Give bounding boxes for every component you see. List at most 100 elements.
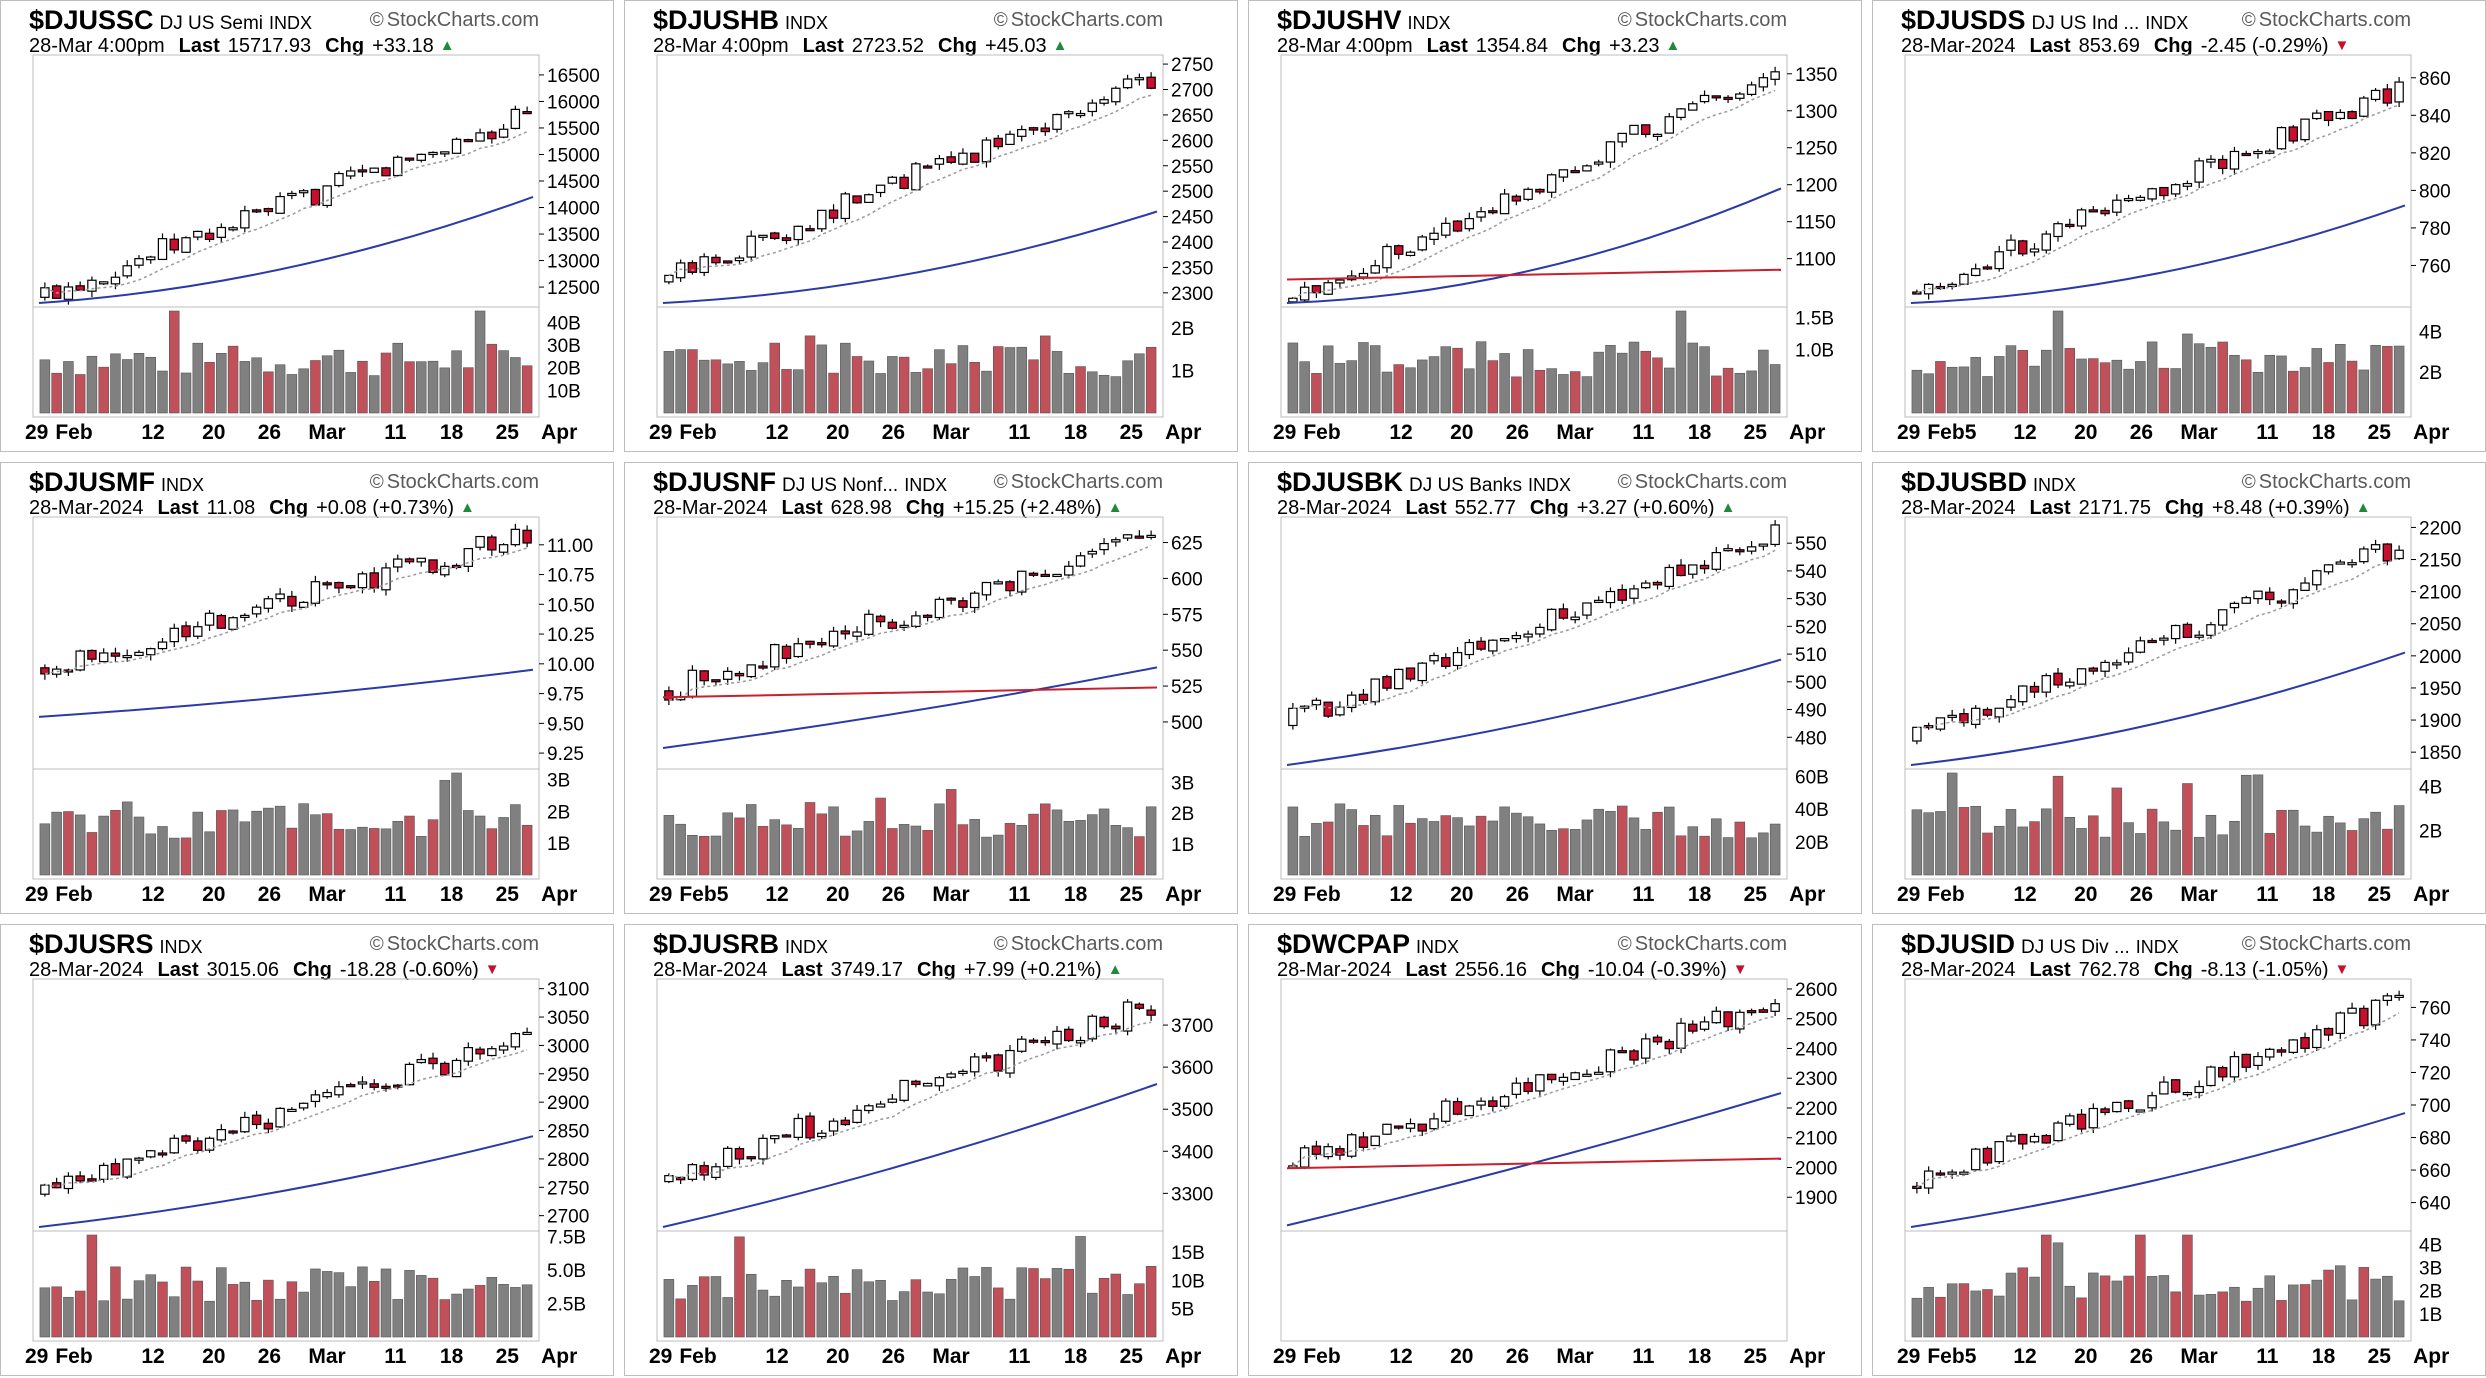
candle	[146, 1150, 156, 1158]
volume-bar	[86, 832, 98, 876]
chart-panel[interactable]: $DJUSHB INDX © StockCharts.com 28-Mar 4:00pm…	[624, 0, 1238, 452]
chart-panel[interactable]: $DJUSRS INDX © StockCharts.com 28-Mar-2024 La…	[0, 924, 614, 1376]
volume-bar	[1145, 346, 1157, 414]
sma-50-line	[1286, 658, 1782, 766]
ticker-symbol[interactable]: $DJUSMF	[29, 467, 156, 497]
brand-name: StockCharts.com	[2258, 471, 2411, 493]
candle	[805, 1115, 815, 1139]
chart-panel[interactable]: $DJUSSC DJ US Semi INDX © StockCharts.com 28-…	[0, 0, 614, 452]
ticker-symbol[interactable]: $DJUSSC	[29, 5, 154, 35]
x-tick-label: 12	[1389, 421, 1412, 444]
volume-bar	[910, 825, 922, 876]
volume-bar	[840, 1292, 851, 1338]
volume-bar	[2193, 343, 2205, 414]
volume-bar	[757, 826, 769, 876]
candle	[98, 281, 109, 285]
up-arrow-icon: ▲	[1052, 37, 1068, 54]
chart-panel[interactable]: $DJUSBD INDX © StockCharts.com 28-Mar-2024 La…	[1872, 462, 2486, 914]
candle	[1688, 564, 1698, 575]
plot-frame	[1904, 54, 2412, 418]
volume-bar	[698, 835, 710, 876]
chart-panel[interactable]: $DJUSNF DJ US Nonf... INDX © StockCharts.com…	[624, 462, 1238, 914]
candle	[369, 1083, 379, 1088]
brand-watermark: © StockCharts.com	[370, 471, 539, 494]
ticker-symbol[interactable]: $DWCPAP	[1277, 929, 1411, 959]
chart-panel[interactable]: $DJUSHV INDX © StockCharts.com 28-Mar 4:00pm…	[1248, 0, 1862, 452]
volume-bar	[486, 828, 498, 876]
candle	[958, 152, 968, 165]
brand-name: StockCharts.com	[386, 9, 539, 31]
volume-bar	[2240, 774, 2252, 876]
ticker-symbol[interactable]: $DJUSID	[1901, 929, 2016, 959]
chart-panel[interactable]: $DJUSDS DJ US Ind ... INDX © StockCharts.com…	[1872, 0, 2486, 452]
ticker-symbol[interactable]: $DJUSHV	[1277, 5, 1402, 35]
volume-bar	[1016, 825, 1027, 876]
candle	[722, 260, 733, 264]
ticker-symbol[interactable]: $DJUSBK	[1277, 467, 1404, 497]
last-price: 2723.52	[851, 35, 925, 57]
exchange-label: INDX	[785, 937, 829, 957]
x-tick-label: 12	[141, 1345, 164, 1368]
volume-bar	[39, 1287, 51, 1338]
y-tick-label: 10.00	[547, 655, 595, 676]
candle	[2194, 634, 2204, 638]
candle	[451, 138, 462, 154]
volume-bar	[1487, 820, 1499, 876]
copyright-icon: ©	[993, 934, 1008, 955]
sma-50-line	[38, 195, 534, 304]
candle	[169, 1137, 179, 1154]
x-tick-label: 20	[1450, 421, 1473, 444]
chart-panel[interactable]: $DWCPAP INDX © StockCharts.com 28-Mar-2024 La…	[1248, 924, 1862, 1376]
candle	[1676, 1022, 1686, 1049]
volume-bar	[357, 1266, 368, 1338]
y-tick-label: 680	[2419, 1129, 2451, 1150]
ticker-symbol[interactable]: $DJUSNF	[653, 467, 777, 497]
volume-bar	[1028, 1268, 1039, 1338]
volume-bar	[2252, 1287, 2264, 1338]
volume-tick-label: 1B	[1171, 362, 1194, 383]
volume-bar	[2382, 828, 2393, 876]
candle	[2300, 1037, 2310, 1049]
ticker-symbol[interactable]: $DJUSRB	[653, 929, 780, 959]
ticker-symbol[interactable]: $DJUSBD	[1901, 467, 2028, 497]
x-tick-label: 20	[1450, 883, 1473, 906]
volume-bar	[1334, 363, 1346, 414]
x-tick-label: Mar	[932, 883, 969, 906]
chart-panel[interactable]: $DJUSID DJ US Div ... INDX © StockCharts.com…	[1872, 924, 2486, 1376]
volume-bar	[321, 813, 333, 876]
chart-header: $DJUSSC DJ US Semi INDX	[29, 5, 312, 36]
sma-50-line	[38, 668, 534, 718]
volume-bar	[1605, 811, 1616, 876]
x-tick-label: Feb	[679, 421, 716, 444]
last-label: Last	[1405, 497, 1447, 519]
volume-bar	[1122, 827, 1133, 876]
volume-bar	[2205, 346, 2217, 414]
volume-tick-label: 10B	[547, 381, 581, 402]
change-value: +0.08 (+0.73%)	[316, 497, 454, 519]
ticker-symbol[interactable]: $DJUSDS	[1901, 5, 2026, 35]
quote-line: 28-Mar 4:00pm Last 2723.52 Chg +45.03 ▲	[653, 35, 1068, 58]
quote-line: 28-Mar-2024 Last 552.77 Chg +3.27 (+0.60%) ▲	[1277, 497, 1735, 520]
candle	[1052, 1030, 1062, 1045]
x-tick-label: 26	[258, 421, 281, 444]
x-tick-label: Apr	[1165, 883, 1201, 906]
x-tick-label: Mar	[1556, 421, 1593, 444]
candle	[993, 581, 1003, 585]
volume-bar	[286, 1281, 298, 1338]
candle	[840, 193, 851, 220]
quote-line: 28-Mar-2024 Last 3749.17 Chg +7.99 (+0.21%) ▲	[653, 959, 1123, 982]
volume-bar	[1028, 813, 1039, 876]
chart-header: $DJUSDS DJ US Ind ... INDX	[1901, 5, 2188, 36]
price-chart: 3700 3600 3500 3400 3300 15B 10B 5B 29 Feb 12 20 26 M…	[649, 978, 1213, 1368]
candle	[2206, 158, 2216, 163]
chart-panel[interactable]: $DJUSBK DJ US Banks INDX © StockCharts.com 28…	[1248, 462, 1862, 914]
candle	[793, 643, 803, 658]
chart-panel[interactable]: $DJUSMF INDX © StockCharts.com 28-Mar-2024 La…	[0, 462, 614, 914]
candle	[428, 1057, 438, 1065]
ticker-symbol[interactable]: $DJUSRS	[29, 929, 154, 959]
volume-bar	[981, 1267, 992, 1338]
chart-panel[interactable]: $DJUSRB INDX © StockCharts.com 28-Mar-2024 La…	[624, 924, 1238, 1376]
candle	[193, 1140, 203, 1151]
ticker-symbol[interactable]: $DJUSHB	[653, 5, 780, 35]
candle	[463, 1047, 474, 1062]
